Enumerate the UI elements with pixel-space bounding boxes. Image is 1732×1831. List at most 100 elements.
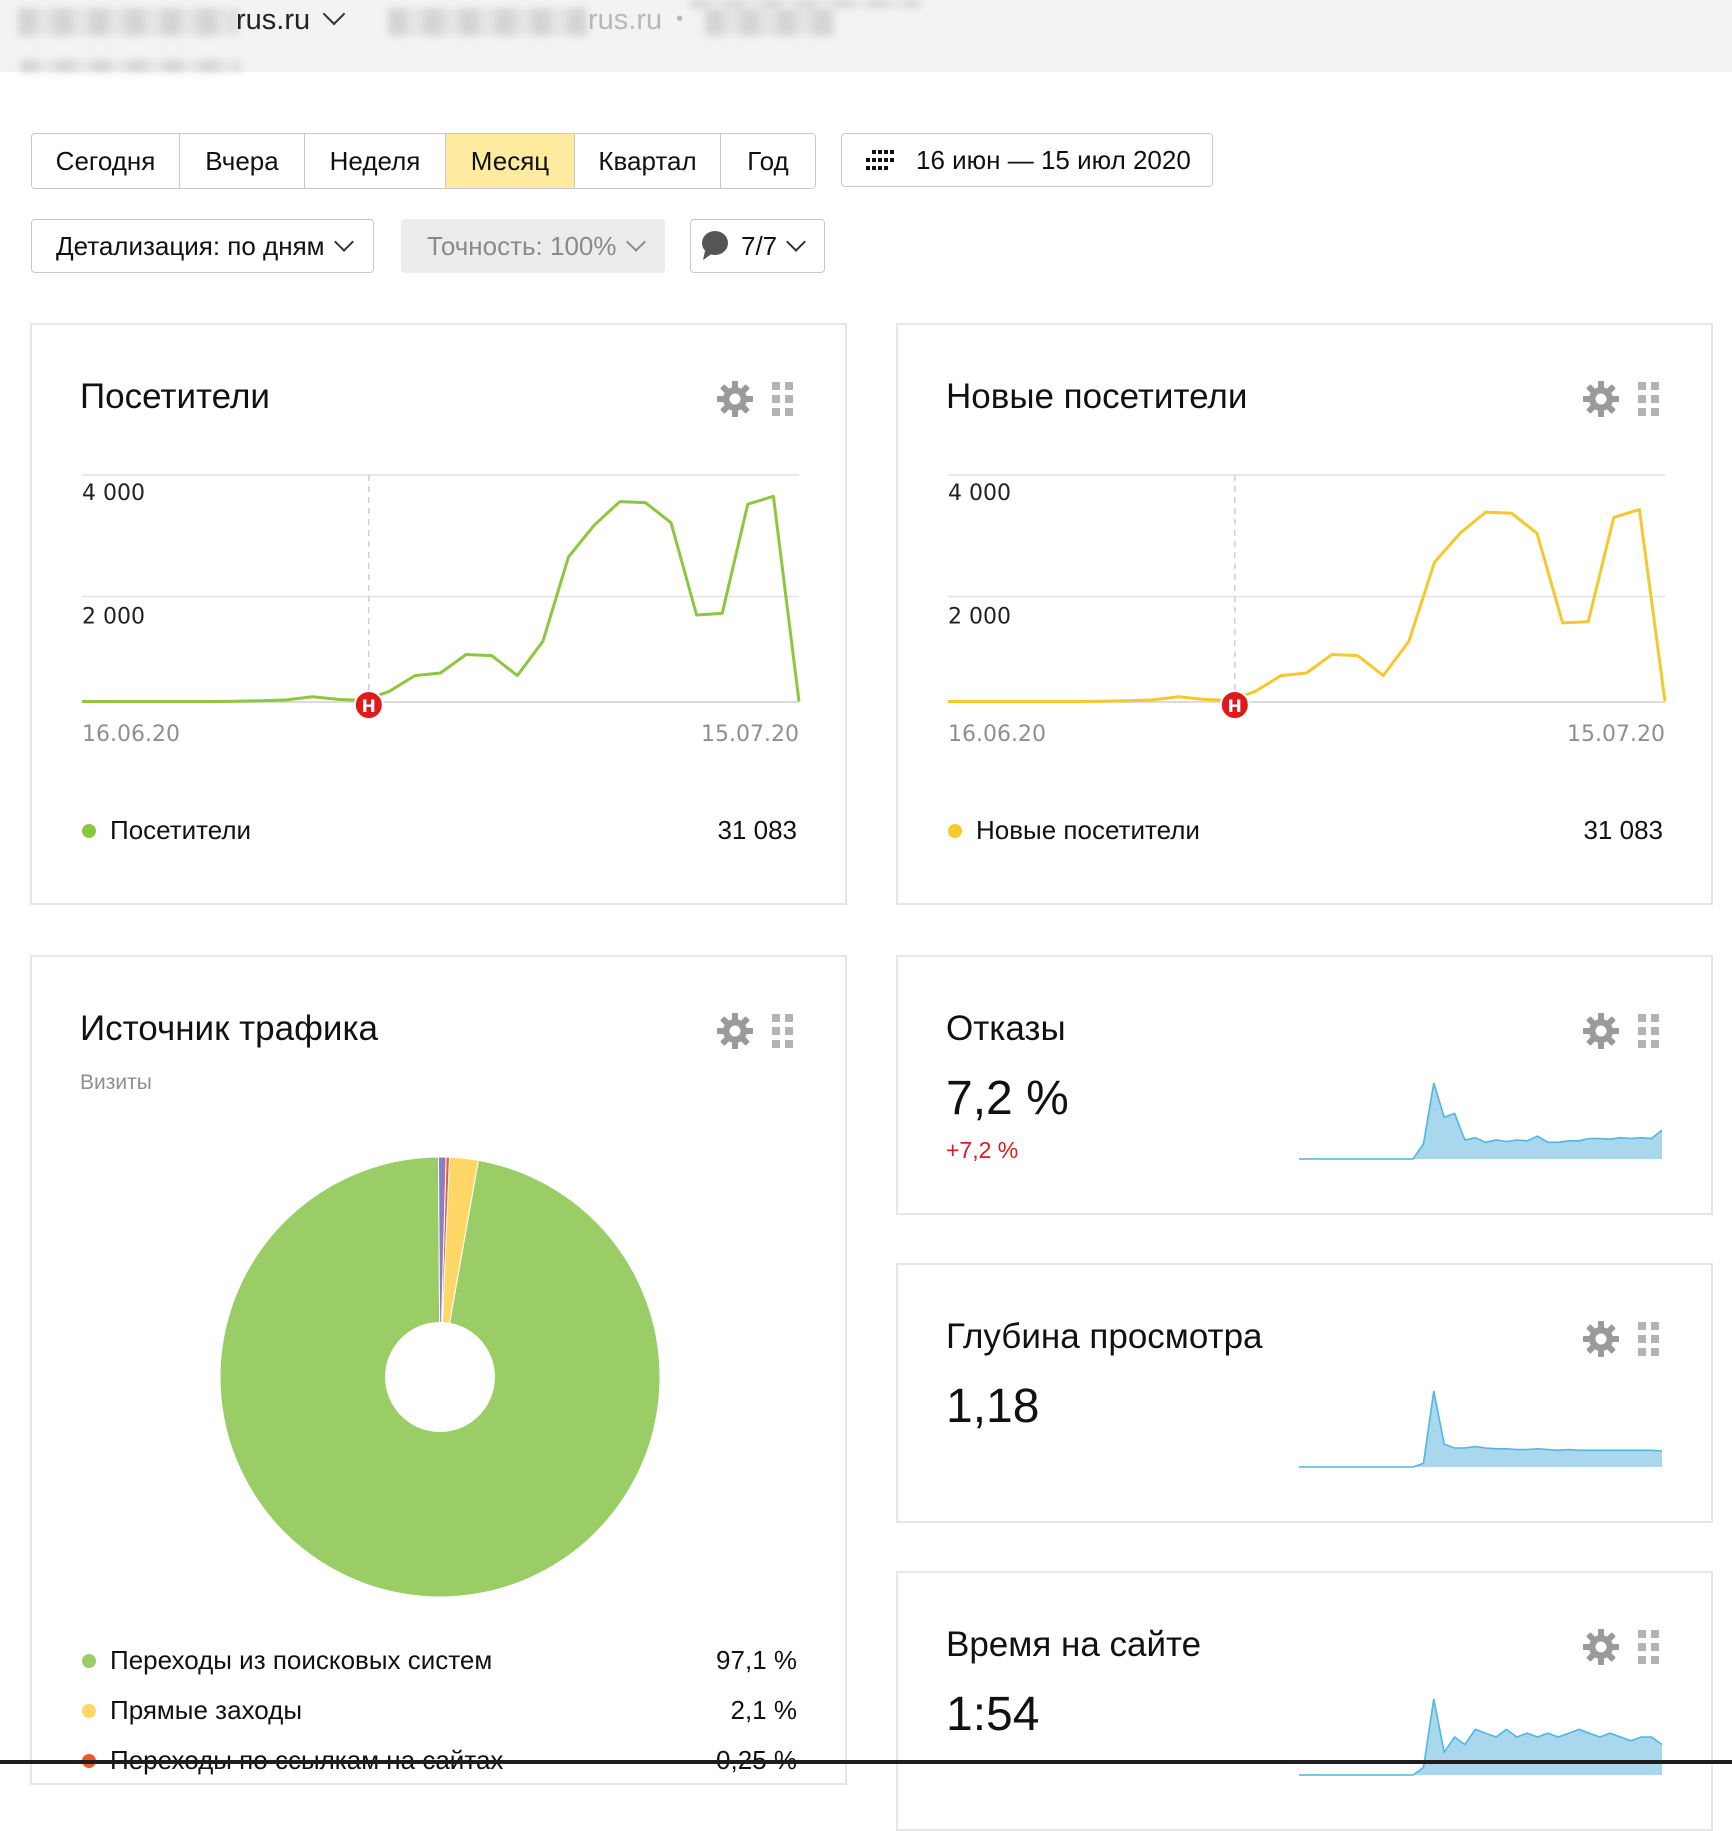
- legend-item-direct[interactable]: Прямые заходы: [82, 1695, 302, 1726]
- x-tick-label: 15.07.20: [701, 722, 799, 747]
- period-quarter[interactable]: Квартал: [575, 134, 721, 188]
- card-title: Новые посетители: [946, 377, 1248, 416]
- legend-label: Посетители: [110, 815, 252, 845]
- y-tick-label: 4 000: [82, 481, 145, 506]
- donut-hole: [385, 1322, 495, 1432]
- segments-label: 7/7: [741, 231, 778, 261]
- separator: •: [676, 8, 684, 30]
- site-selector[interactable]: rus.ru: [236, 2, 346, 37]
- traffic-source-card: Источник трафика Визиты Переходы из поис…: [30, 955, 847, 1785]
- marker-label: Н: [362, 697, 376, 717]
- segments-dropdown[interactable]: 7/7: [690, 219, 825, 273]
- gear-icon[interactable]: [1582, 1012, 1620, 1050]
- metric-value: 1,18: [946, 1380, 1040, 1433]
- accuracy-dropdown[interactable]: Точность: 100%: [401, 219, 665, 273]
- gear-icon[interactable]: [1582, 380, 1620, 418]
- legend-label: Переходы из поисковых систем: [110, 1645, 493, 1675]
- time-card: Время на сайте 1:54: [896, 1571, 1713, 1831]
- new-visitors-card: Новые посетители 4 000 2 000 Н 16.06.20 15.0…: [896, 323, 1713, 905]
- x-tick-label: 16.06.20: [82, 722, 180, 747]
- marker-dot: [353, 690, 384, 720]
- legend-label: Новые посетители: [976, 815, 1200, 845]
- x-tick-label: 16.06.20: [948, 722, 1046, 747]
- gear-icon[interactable]: [1582, 1320, 1620, 1358]
- series-line: [82, 494, 801, 703]
- card-subtitle: Визиты: [80, 1071, 152, 1094]
- period-yesterday[interactable]: Вчера: [180, 134, 305, 188]
- calendar-icon: [866, 150, 894, 170]
- gear-icon[interactable]: [716, 1012, 754, 1050]
- card-title: Посетители: [80, 377, 270, 416]
- time-sparkline: [1299, 1698, 1663, 1776]
- counter-name: rus.ru: [588, 4, 663, 36]
- detail-dropdown[interactable]: Детализация: по дням: [31, 219, 374, 273]
- site-name: rus.ru: [236, 4, 311, 36]
- grip-icon[interactable]: [1638, 1630, 1660, 1664]
- card-title: Время на сайте: [946, 1625, 1202, 1664]
- chevron-down-icon: [625, 232, 646, 252]
- comment-icon: [702, 231, 728, 260]
- detail-label: Детализация: по дням: [56, 231, 325, 261]
- counter-link[interactable]: rus.ru •: [588, 4, 683, 37]
- sparkline-line: [1299, 1082, 1663, 1160]
- metric-value: 7,2 %: [946, 1072, 1069, 1125]
- legend-item: Новые посетители: [948, 815, 1200, 846]
- chevron-down-icon: [333, 232, 354, 252]
- period-month[interactable]: Месяц: [446, 134, 575, 188]
- legend-dot: [82, 1653, 96, 1668]
- grip-icon[interactable]: [1638, 382, 1660, 416]
- sparkline-line: [1299, 1390, 1663, 1468]
- metric-delta: +7,2 %: [946, 1137, 1019, 1163]
- legend-item-search[interactable]: Переходы из поисковых систем: [82, 1645, 492, 1676]
- accuracy-label: Точность: 100%: [427, 231, 617, 261]
- sparkline-area: [1299, 1391, 1662, 1467]
- x-tick-label: 15.07.20: [1567, 722, 1665, 747]
- grip-icon[interactable]: [772, 382, 794, 416]
- y-tick-label: 2 000: [948, 605, 1011, 630]
- gear-icon[interactable]: [716, 380, 754, 418]
- y-tick-label: 2 000: [82, 605, 145, 630]
- new-visitors-chart: 4 000 2 000 Н 16.06.20 15.07.20: [948, 474, 1667, 747]
- date-range-text: 16 июн — 15 июл 2020: [916, 145, 1191, 175]
- legend-value: 31 083: [717, 815, 797, 845]
- marker-dot: [1219, 690, 1250, 720]
- depth-card: Глубина просмотра 1,18: [896, 1263, 1713, 1523]
- chevron-down-icon: [322, 2, 346, 26]
- legend-value: 31 083: [1583, 815, 1663, 845]
- legend-value: 2,1 %: [730, 1695, 798, 1725]
- legend-item: Посетители: [82, 815, 251, 846]
- top-bar: rus.ru rus.ru •: [0, 0, 1732, 72]
- blurred-counter: [388, 8, 588, 36]
- grip-icon[interactable]: [1638, 1322, 1660, 1356]
- card-title: Отказы: [946, 1009, 1066, 1048]
- blurred-site-name-2: [20, 60, 240, 72]
- legend-dot: [82, 823, 96, 838]
- visitors-chart: 4 000 2 000 Н 16.06.20 15.07.20: [82, 474, 801, 747]
- period-week[interactable]: Неделя: [305, 134, 446, 188]
- depth-sparkline: [1299, 1390, 1663, 1468]
- grip-icon[interactable]: [1638, 1014, 1660, 1048]
- date-range-picker[interactable]: 16 июн — 15 июл 2020: [841, 133, 1213, 187]
- metric-value: 1:54: [946, 1688, 1040, 1741]
- period-today[interactable]: Сегодня: [32, 134, 180, 188]
- legend-label: Прямые заходы: [110, 1695, 303, 1725]
- chevron-down-icon: [786, 232, 807, 252]
- card-title: Глубина просмотра: [946, 1317, 1263, 1356]
- bounce-sparkline: [1299, 1082, 1663, 1160]
- traffic-pie-chart: [219, 1156, 661, 1598]
- sparkline-area: [1299, 1699, 1662, 1775]
- marker-label: Н: [1228, 697, 1242, 717]
- pie-slice: [437, 1156, 447, 1378]
- legend-dot: [948, 823, 962, 838]
- gear-icon[interactable]: [1582, 1628, 1620, 1666]
- period-selector: Сегодня Вчера Неделя Месяц Квартал Год: [31, 133, 816, 189]
- legend-value: 97,1 %: [716, 1645, 797, 1675]
- blurred-site-name: [18, 8, 238, 36]
- grip-icon[interactable]: [772, 1014, 794, 1048]
- blurred-counter-id-2: [690, 0, 920, 8]
- card-title: Источник трафика: [80, 1009, 378, 1048]
- series-line: [948, 508, 1667, 703]
- bottom-edge: [0, 1760, 1732, 1764]
- period-year[interactable]: Год: [721, 134, 815, 188]
- visitors-card: Посетители 4 000 2 000 Н 16.06.20 15.07.20 П…: [30, 323, 847, 905]
